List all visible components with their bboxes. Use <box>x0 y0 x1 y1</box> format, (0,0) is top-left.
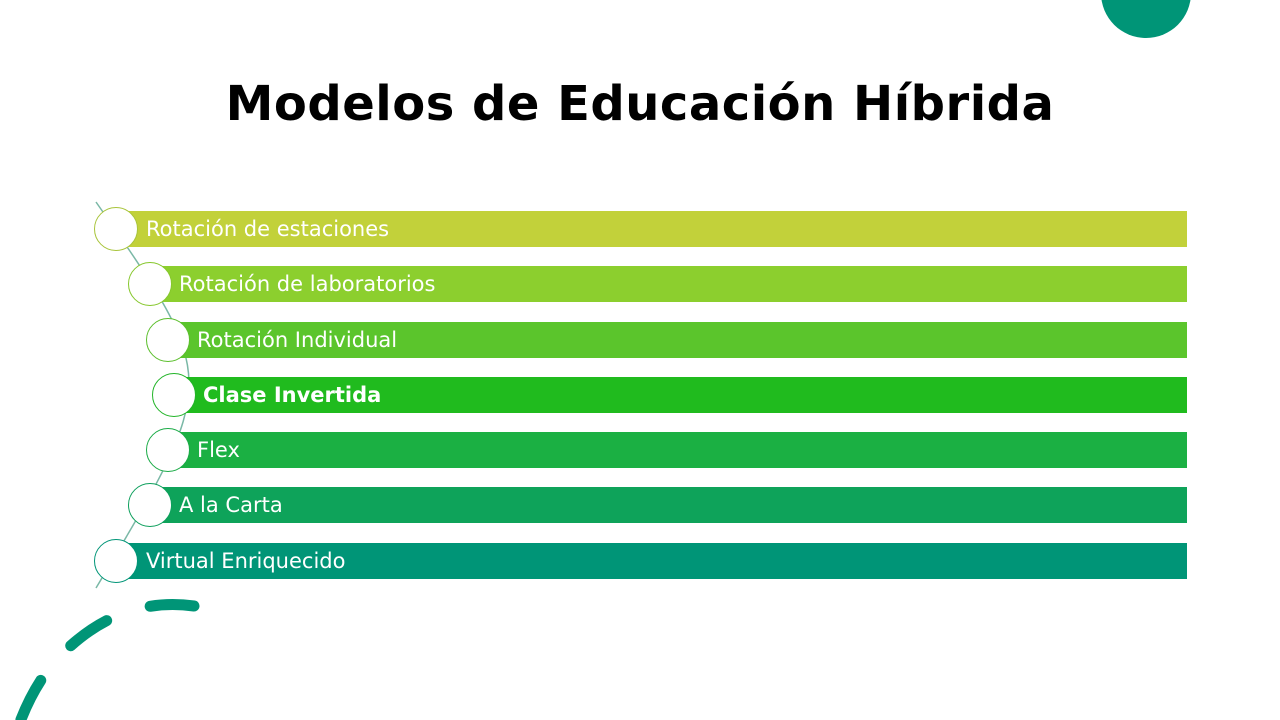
list-item-label: Virtual Enriquecido <box>146 549 346 573</box>
list-item-bar: Rotación de laboratorios <box>150 266 1187 302</box>
dashed-arc-decoration <box>14 599 200 720</box>
list-item-label: Rotación Individual <box>197 328 398 352</box>
list-item-bar: Rotación Individual <box>168 322 1187 358</box>
list-item-label: Flex <box>197 438 240 462</box>
list-item-node-circle <box>94 207 138 251</box>
list-item-node-circle <box>146 318 190 362</box>
list-item-bar: Clase Invertida <box>174 377 1187 413</box>
list-item-node-circle <box>94 539 138 583</box>
list-item-node-circle <box>146 428 190 472</box>
list-item-node-circle <box>152 373 196 417</box>
list-item-bar: Rotación de estaciones <box>116 211 1187 247</box>
list-item-bar: Flex <box>168 432 1187 468</box>
corner-circle-decoration <box>1101 0 1191 38</box>
list-item-node-circle <box>128 483 172 527</box>
list-item-label: Clase Invertida <box>203 383 382 407</box>
list-item-bar: A la Carta <box>150 487 1187 523</box>
list-item-label: Rotación de laboratorios <box>179 272 436 296</box>
list-item-label: Rotación de estaciones <box>146 217 390 241</box>
list-item-node-circle <box>128 262 172 306</box>
page-title: Modelos de Educación Híbrida <box>225 76 1055 132</box>
list-item-bar: Virtual Enriquecido <box>116 543 1187 579</box>
list-item-label: A la Carta <box>179 493 283 517</box>
